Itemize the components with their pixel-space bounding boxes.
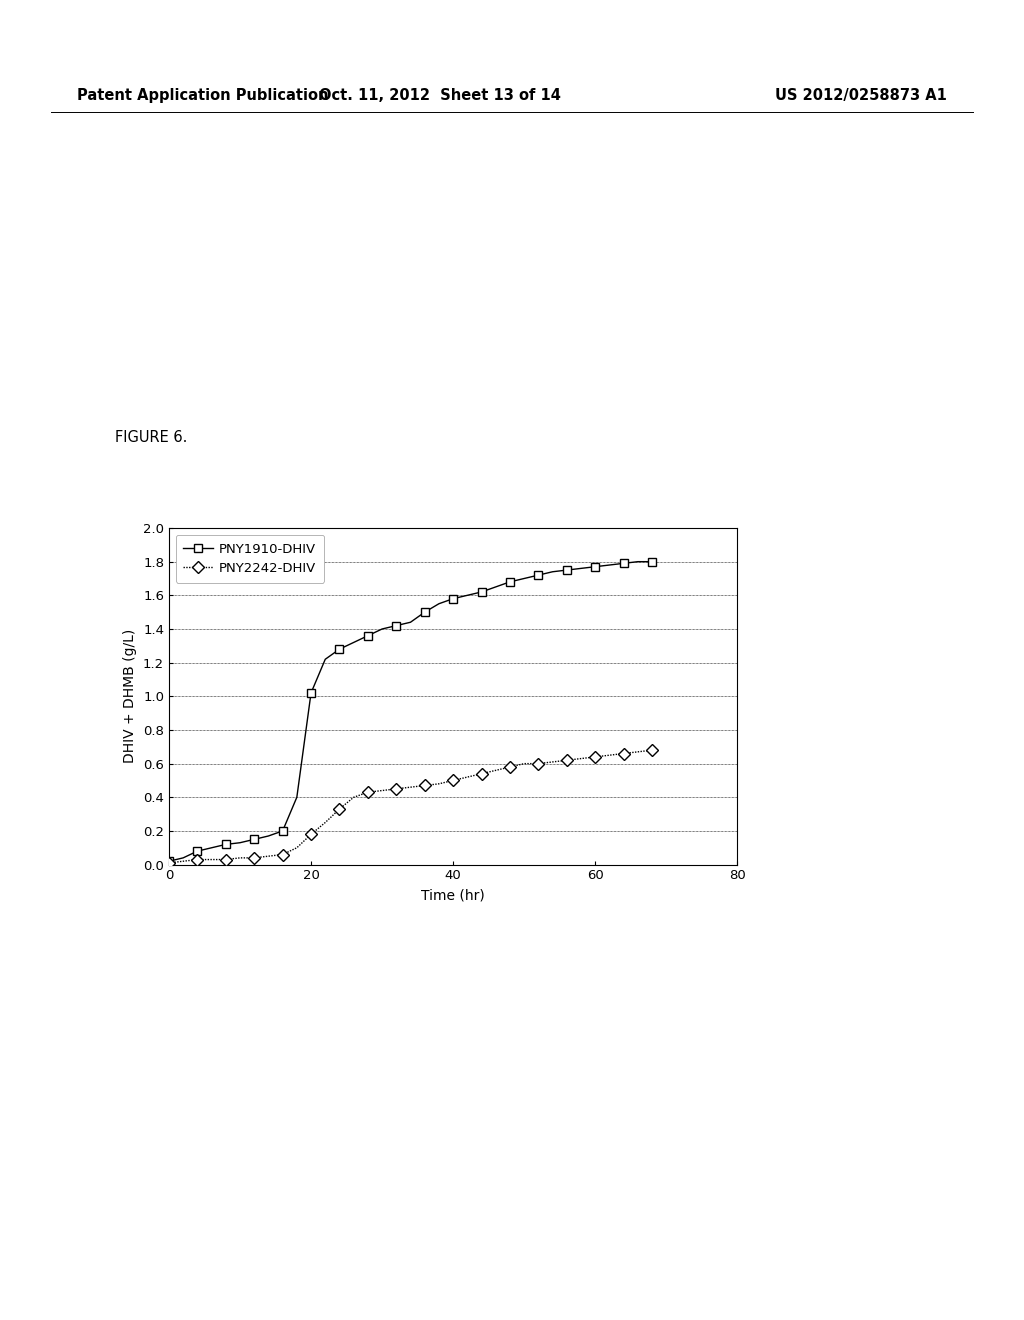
Legend: PNY1910-DHIV, PNY2242-DHIV: PNY1910-DHIV, PNY2242-DHIV <box>175 535 325 583</box>
Text: FIGURE 6.: FIGURE 6. <box>115 430 187 445</box>
Text: Patent Application Publication: Patent Application Publication <box>77 87 329 103</box>
Y-axis label: DHIV + DHMB (g/L): DHIV + DHMB (g/L) <box>124 630 137 763</box>
X-axis label: Time (hr): Time (hr) <box>421 888 485 902</box>
Text: Oct. 11, 2012  Sheet 13 of 14: Oct. 11, 2012 Sheet 13 of 14 <box>319 87 561 103</box>
Text: US 2012/0258873 A1: US 2012/0258873 A1 <box>775 87 947 103</box>
